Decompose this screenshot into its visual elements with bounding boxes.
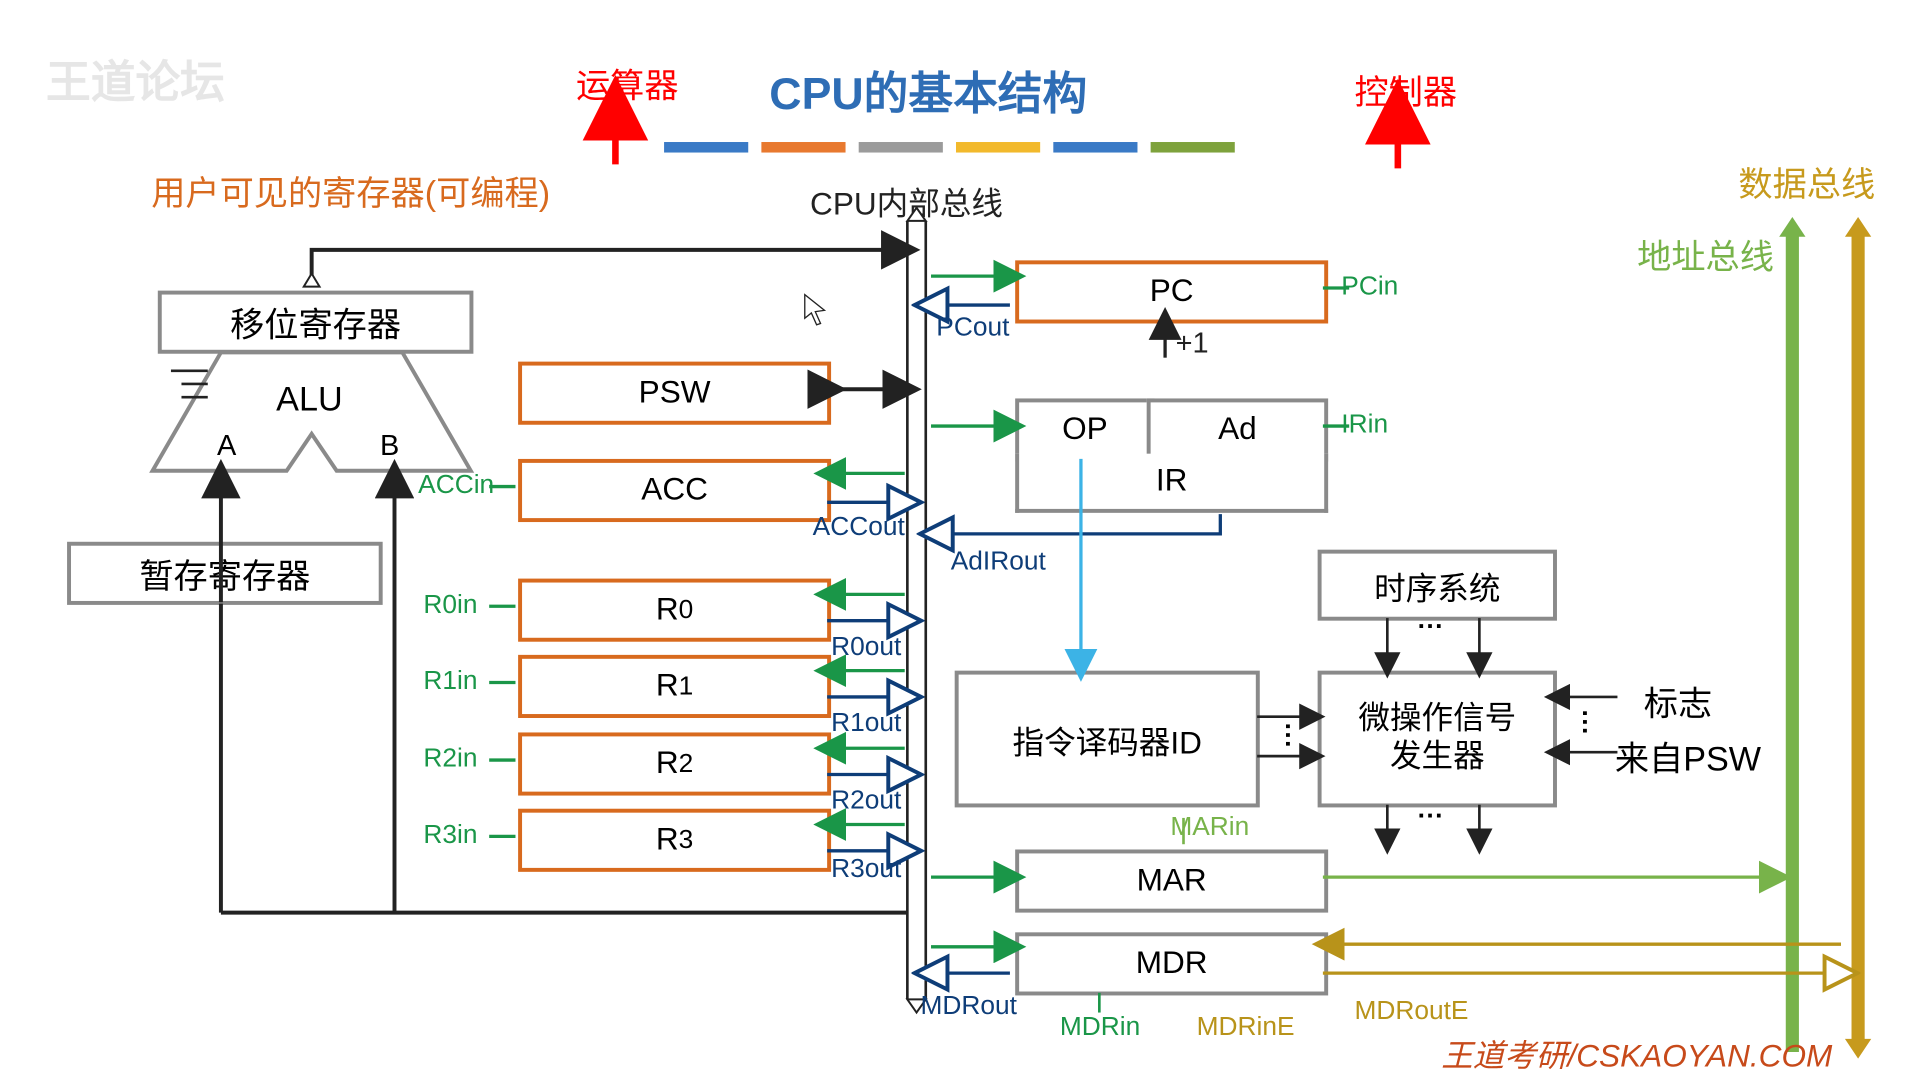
label-r2: R: [656, 746, 679, 783]
label-dots2: ···: [1271, 723, 1301, 749]
block-temp-register: 暂存寄存器: [67, 542, 383, 605]
label-user-visible: 用户可见的寄存器(可编程): [151, 167, 550, 216]
block-r0: R0: [518, 579, 831, 642]
label-dots4: ···: [1418, 802, 1444, 832]
label-internal-bus: CPU内部总线: [810, 178, 1003, 224]
label-from-psw: 来自PSW: [1615, 732, 1761, 781]
block-mar: MAR: [1015, 849, 1328, 912]
label-shift: 移位寄存器: [230, 298, 401, 347]
label-address-bus: 地址总线: [1637, 230, 1774, 279]
label-r2out: R2out: [831, 786, 901, 816]
label-dots3: ···: [1568, 709, 1598, 735]
label-r3: R: [656, 822, 679, 859]
page-title: CPU的基本结构: [769, 58, 1087, 122]
label-pcout: PCout: [936, 313, 1009, 343]
block-r1: R1: [518, 655, 831, 718]
label-marin: MARin: [1170, 813, 1249, 843]
label-controller-red: 控制器: [1354, 66, 1457, 115]
block-r3: R3: [518, 809, 831, 872]
label-accin: ACCin: [418, 471, 494, 501]
label-microgen2: 发生器: [1390, 739, 1485, 777]
label-op: OP: [1062, 412, 1108, 449]
label-accout: ACCout: [813, 513, 905, 543]
label-pcin: PCin: [1341, 272, 1398, 302]
label-alu-red: 运算器: [576, 59, 679, 108]
label-r1: R: [656, 668, 679, 705]
label-r0: R: [656, 592, 679, 629]
label-r1in: R1in: [423, 667, 477, 697]
block-mdr: MDR: [1015, 932, 1328, 995]
footer-brand: 王道考研/CSKAOYAN.COM: [1441, 1030, 1832, 1076]
label-decoder: 指令译码器ID: [1013, 716, 1202, 762]
label-acc: ACC: [641, 472, 708, 509]
label-r0in: R0in: [423, 590, 477, 620]
label-r3in: R3in: [423, 821, 477, 851]
block-psw: PSW: [518, 362, 831, 425]
label-mdrine: MDRinE: [1197, 1013, 1295, 1043]
block-pc: PC: [1015, 260, 1328, 323]
block-acc: ACC: [518, 459, 831, 522]
label-microgen1: 微操作信号: [1358, 701, 1516, 739]
label-r1out: R1out: [831, 709, 901, 739]
label-irin: IRin: [1341, 410, 1388, 440]
block-decoder: 指令译码器ID: [955, 671, 1260, 808]
label-mdrin: MDRin: [1060, 1013, 1140, 1043]
alu-shape: [0, 0, 1920, 1081]
label-mar: MAR: [1137, 863, 1207, 900]
block-timing: 时序系统: [1318, 550, 1557, 621]
red-arrow-right: [0, 0, 1920, 1081]
cursor-icon: [0, 0, 1920, 1081]
block-ad: Ad: [1147, 398, 1328, 461]
label-alu-b: B: [380, 429, 399, 463]
label-mdr: MDR: [1136, 945, 1208, 982]
block-op: OP: [1015, 398, 1154, 461]
internal-bus: [0, 0, 1920, 1081]
label-flag: 标志: [1644, 677, 1712, 726]
label-pcplus: +1: [1176, 326, 1209, 360]
label-mdroute: MDRoutE: [1354, 997, 1468, 1027]
label-mdrout: MDRout: [921, 992, 1017, 1022]
label-r2in: R2in: [423, 744, 477, 774]
block-shift-register: 移位寄存器: [158, 291, 474, 354]
label-ad: Ad: [1218, 412, 1257, 449]
label-adirout: AdIRout: [951, 547, 1046, 577]
block-microgen: 微操作信号 发生器: [1318, 671, 1557, 808]
label-alu-a: A: [217, 429, 236, 463]
block-ir: IR: [1015, 454, 1328, 513]
red-arrow-left: [0, 0, 1920, 1081]
label-dots1: ···: [1418, 613, 1444, 643]
bus-arrows: [0, 0, 1920, 1081]
label-alu: ALU: [276, 379, 343, 420]
header-bars: [0, 0, 1920, 1081]
label-r0out: R0out: [831, 633, 901, 663]
label-temp: 暂存寄存器: [139, 549, 310, 598]
label-pc: PC: [1150, 274, 1194, 311]
label-data-bus: 数据总线: [1738, 158, 1875, 207]
block-r2: R2: [518, 732, 831, 795]
label-r3out: R3out: [831, 855, 901, 885]
label-psw: PSW: [639, 375, 711, 412]
watermark: 王道论坛: [46, 46, 225, 110]
connections: [0, 0, 1920, 1081]
label-timing: 时序系统: [1374, 562, 1500, 608]
label-ir: IR: [1156, 463, 1188, 500]
